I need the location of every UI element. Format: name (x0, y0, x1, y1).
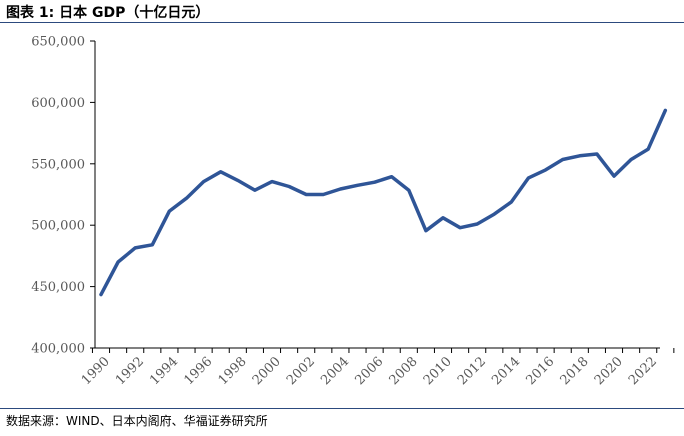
title-rule (0, 22, 684, 23)
x-tick-label: 1994 (147, 354, 181, 388)
x-tick-label: 2016 (523, 354, 557, 388)
x-tick-label: 2010 (421, 354, 455, 388)
y-tick-label: 450,000 (31, 280, 85, 295)
x-tick-label: 2006 (352, 354, 386, 388)
figure-title-row: 图表 1: 日本 GDP（十亿日元） (6, 2, 209, 22)
x-tick-label: 2008 (387, 354, 421, 388)
x-tick-label: 1992 (113, 354, 147, 388)
x-tick-label: 1998 (216, 354, 250, 388)
x-tick-label: 2012 (455, 354, 489, 388)
y-tick-label: 550,000 (31, 157, 85, 172)
x-tick-label: 2020 (592, 354, 626, 388)
figure-title: 日本 GDP（十亿日元） (59, 5, 210, 21)
y-tick-label: 500,000 (31, 219, 85, 234)
line-chart: 400,000 450,000 500,000 550,000 600,000 650,0… (31, 35, 675, 388)
y-tick-label: 400,000 (31, 342, 85, 357)
series-group (99, 108, 668, 297)
x-tick-label: 2014 (489, 354, 523, 388)
x-tick-label: 2002 (284, 354, 318, 388)
x-tick-label: 1996 (181, 354, 215, 388)
source-note: 数据来源：WIND、日本内阁府、华福证券研究所 (6, 414, 268, 428)
x-tick-label: 2004 (318, 354, 352, 388)
x-tick-label: 1990 (79, 354, 113, 388)
y-tick-label: 650,000 (31, 35, 85, 50)
series-line-gdp (99, 108, 668, 297)
y-tick-label: 600,000 (31, 96, 85, 111)
x-axis: 1990 1992 1994 1996 1998 2000 2002 2004 2006 2008… (79, 347, 675, 388)
x-tick-label: 2018 (558, 354, 592, 388)
source-rule (0, 408, 684, 409)
y-axis: 400,000 450,000 500,000 550,000 600,000 650,0… (31, 35, 96, 357)
x-tick-label: 2000 (250, 354, 284, 388)
figure-label: 图表 1: (6, 5, 55, 21)
x-tick-label: 2022 (626, 354, 660, 388)
